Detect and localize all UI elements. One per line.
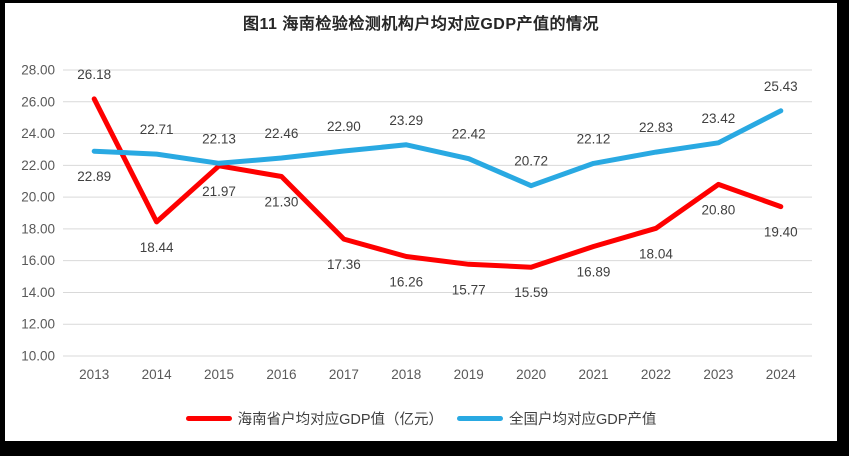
y-axis-tick-label: 26.00 xyxy=(21,94,55,109)
data-label: 23.29 xyxy=(389,113,423,128)
data-label: 22.90 xyxy=(327,119,361,134)
data-label: 17.36 xyxy=(327,257,361,272)
y-axis-tick-label: 12.00 xyxy=(21,317,55,332)
data-label: 20.72 xyxy=(514,154,548,169)
y-axis-tick-label: 14.00 xyxy=(21,285,55,300)
data-label: 22.71 xyxy=(140,122,174,137)
y-axis-tick-label: 28.00 xyxy=(21,63,55,78)
x-category-label: 2013 xyxy=(79,367,109,382)
chart-surface: 10.00 12.00 14.00 16.00 18.00 20.00 22.00 24.00… xyxy=(5,3,837,441)
data-label: 22.46 xyxy=(265,126,299,141)
data-label: 23.42 xyxy=(701,111,735,126)
x-category-label: 2020 xyxy=(516,367,546,382)
y-axis-tick-label: 18.00 xyxy=(21,221,55,236)
data-label: 22.12 xyxy=(577,131,611,146)
chart-legend: 海南省户均对应GDP值（亿元） 全国户均对应GDP产值 xyxy=(5,408,837,429)
y-axis-tick-label: 16.00 xyxy=(21,253,55,268)
data-label: 26.18 xyxy=(77,67,111,82)
legend-item-hainan: 海南省户均对应GDP值（亿元） xyxy=(185,408,443,429)
series-line-hainan xyxy=(91,96,784,270)
data-label: 21.97 xyxy=(202,184,236,199)
legend-label-national: 全国户均对应GDP产值 xyxy=(509,412,657,428)
hainan-series-line-icon xyxy=(185,416,232,421)
x-category-label: 2018 xyxy=(391,367,421,382)
x-category-label: 2014 xyxy=(142,367,173,382)
chart-title: 图11 海南检验检测机构户均对应GDP产值的情况 xyxy=(242,16,600,33)
data-label: 20.80 xyxy=(701,202,735,217)
y-axis-tick-label: 20.00 xyxy=(21,190,55,205)
x-category-label: 2015 xyxy=(204,367,234,382)
data-label: 19.40 xyxy=(764,225,798,240)
legend-item-national: 全国户均对应GDP产值 xyxy=(457,408,656,429)
x-category-label: 2024 xyxy=(766,367,797,382)
data-label: 21.30 xyxy=(265,194,299,209)
data-label: 22.83 xyxy=(639,120,673,135)
data-label: 18.04 xyxy=(639,246,673,261)
data-label: 22.89 xyxy=(77,169,111,184)
x-category-label: 2017 xyxy=(329,367,359,382)
chart-canvas: 10.00 12.00 14.00 16.00 18.00 20.00 22.00 24.00… xyxy=(21,63,812,382)
data-label: 15.77 xyxy=(452,282,486,297)
x-category-label: 2016 xyxy=(266,367,296,382)
x-category-label: 2023 xyxy=(703,367,733,382)
data-label: 16.26 xyxy=(389,275,423,290)
data-label: 25.43 xyxy=(764,79,798,94)
y-axis-tick-label: 22.00 xyxy=(21,158,55,173)
data-label: 22.13 xyxy=(202,131,236,146)
legend-label-hainan: 海南省户均对应GDP值（亿元） xyxy=(237,412,443,428)
x-category-label: 2022 xyxy=(641,367,671,382)
data-label: 16.89 xyxy=(577,265,611,280)
data-label: 22.42 xyxy=(452,127,486,142)
y-axis-tick-label: 24.00 xyxy=(21,126,55,141)
data-label: 18.44 xyxy=(140,240,174,255)
x-category-label: 2019 xyxy=(454,367,484,382)
y-axis-tick-label: 10.00 xyxy=(21,349,55,364)
data-label: 15.59 xyxy=(514,285,548,300)
x-category-label: 2021 xyxy=(579,367,609,382)
national-series-line-icon xyxy=(457,416,503,421)
series-line-national xyxy=(91,108,784,189)
